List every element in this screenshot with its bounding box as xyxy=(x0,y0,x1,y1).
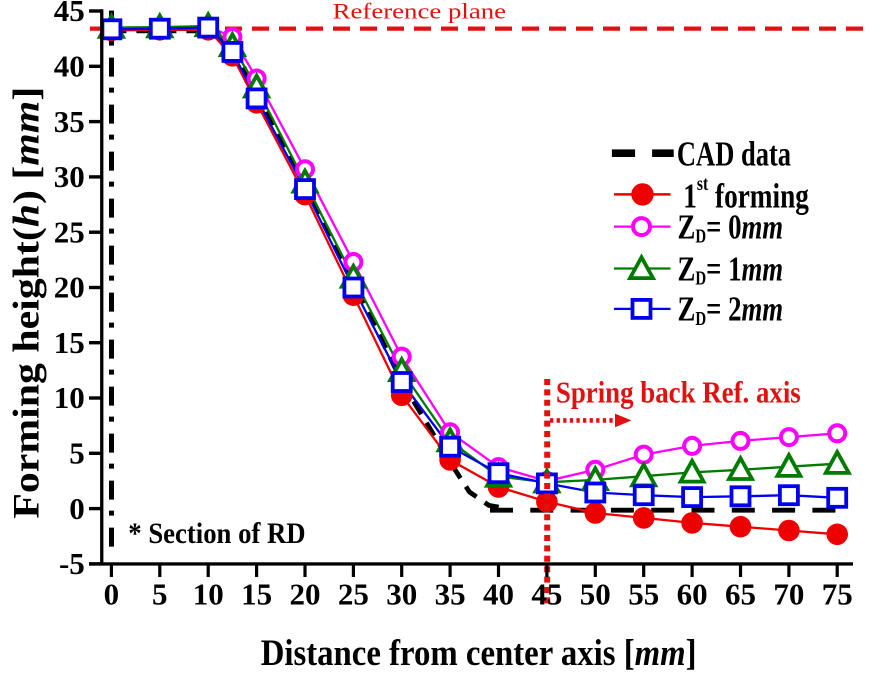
svg-text:-5: -5 xyxy=(59,546,85,581)
svg-text:25: 25 xyxy=(54,214,85,249)
svg-text:10: 10 xyxy=(193,576,224,611)
svg-text:40: 40 xyxy=(54,49,85,84)
svg-text:35: 35 xyxy=(435,576,466,611)
svg-text:30: 30 xyxy=(54,159,85,194)
svg-text:0: 0 xyxy=(104,576,120,611)
svg-text:35: 35 xyxy=(54,104,85,139)
svg-text:50: 50 xyxy=(580,576,611,611)
svg-text:ZD= 0mm: ZD= 0mm xyxy=(678,207,784,247)
svg-text:15: 15 xyxy=(241,576,272,611)
svg-text:55: 55 xyxy=(628,576,659,611)
svg-text:20: 20 xyxy=(54,270,85,305)
svg-text:45: 45 xyxy=(54,0,85,28)
svg-text:65: 65 xyxy=(725,576,756,611)
svg-text:45: 45 xyxy=(531,576,562,611)
svg-text:Spring back Ref. axis: Spring back Ref. axis xyxy=(556,376,801,410)
svg-text:0: 0 xyxy=(69,491,85,526)
svg-text:60: 60 xyxy=(677,576,708,611)
svg-text:15: 15 xyxy=(54,325,85,360)
svg-text:* Section of RD: * Section of RD xyxy=(128,518,305,551)
svg-text:CAD data: CAD data xyxy=(677,134,792,173)
svg-text:30: 30 xyxy=(386,576,417,611)
svg-text:5: 5 xyxy=(152,576,168,611)
svg-text:25: 25 xyxy=(338,576,369,611)
svg-text:75: 75 xyxy=(822,576,853,611)
svg-text:Distance from center axis [mm]: Distance from center axis [mm] xyxy=(261,632,697,672)
svg-text:5: 5 xyxy=(69,436,85,471)
svg-text:70: 70 xyxy=(773,576,804,611)
svg-text:Forming height(h) [mm]: Forming height(h) [mm] xyxy=(6,87,47,519)
svg-text:ZD= 1mm: ZD= 1mm xyxy=(678,249,784,289)
svg-text:40: 40 xyxy=(483,576,514,611)
svg-text:ZD= 2mm: ZD= 2mm xyxy=(678,289,784,329)
svg-text:10: 10 xyxy=(54,380,85,415)
svg-text:20: 20 xyxy=(290,576,321,611)
svg-text:Reference plane: Reference plane xyxy=(333,0,507,24)
